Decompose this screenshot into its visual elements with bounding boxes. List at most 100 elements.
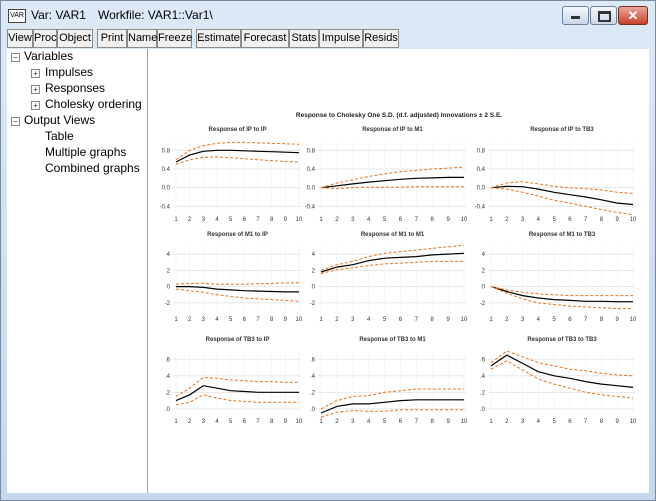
response-line <box>320 399 464 414</box>
y-tick-label: 0.8 <box>307 148 316 154</box>
x-tick-label: 10 <box>630 419 637 425</box>
window-title: Var: VAR1 <box>31 8 86 22</box>
response-line <box>320 176 464 189</box>
x-tick-label: 3 <box>521 419 525 425</box>
x-tick-label: 1 <box>174 317 178 323</box>
y-tick-label: 0.0 <box>307 186 316 192</box>
response-line <box>490 181 634 194</box>
toolbar-button[interactable]: Stats <box>289 29 319 48</box>
y-tick-label: 0 <box>167 285 171 291</box>
response-line <box>490 185 634 206</box>
response-line <box>320 244 465 271</box>
tree-item[interactable]: Table <box>45 129 74 143</box>
x-tick-label: 7 <box>256 419 260 425</box>
title-bar: VAR Var: VAR1 Workfile: VAR1::Var1\ ✕ <box>1 1 655 28</box>
x-tick-label: 8 <box>270 217 274 223</box>
x-tick-label: 5 <box>383 317 387 323</box>
window-icon: VAR <box>8 9 26 23</box>
tree-item[interactable]: Output Views <box>24 113 96 127</box>
y-tick-label: .6 <box>480 357 486 363</box>
x-tick-label: 8 <box>600 317 604 323</box>
expander[interactable]: − <box>11 117 20 126</box>
x-tick-label: 6 <box>568 419 572 425</box>
x-tick-label: 2 <box>188 419 192 425</box>
y-tick-label: 4 <box>312 252 316 258</box>
x-tick-label: 7 <box>584 317 588 323</box>
x-tick-label: 4 <box>215 317 219 323</box>
y-tick-label: .0 <box>310 407 316 413</box>
toolbar-button[interactable]: Print <box>97 29 127 48</box>
x-tick-label: 8 <box>600 217 604 223</box>
y-tick-label: 4 <box>167 252 171 258</box>
toolbar-button[interactable]: Proc <box>33 29 57 48</box>
y-tick-label: 4 <box>482 252 486 258</box>
x-tick-label: 9 <box>616 317 620 323</box>
tree-item[interactable]: Responses <box>45 81 106 95</box>
tree-item[interactable]: Multiple graphs <box>45 145 127 159</box>
y-tick-label: 0.8 <box>477 148 486 154</box>
toolbar-button[interactable]: Object <box>57 29 93 48</box>
expander[interactable]: + <box>31 69 40 78</box>
response-line <box>490 286 633 303</box>
x-tick-label: 5 <box>383 419 387 425</box>
toolbar-button[interactable]: Forecast <box>241 29 289 48</box>
x-tick-label: 6 <box>243 217 247 223</box>
x-tick-label: 6 <box>399 217 403 223</box>
y-tick-label: .4 <box>310 374 316 380</box>
response-line <box>320 166 465 189</box>
expander[interactable]: + <box>31 101 40 110</box>
response-line <box>175 376 299 397</box>
toolbar-button[interactable]: Impulse <box>319 29 363 48</box>
chart-area: Response to Cholesky One S.D. (d.f. adju… <box>148 49 649 493</box>
response-line <box>175 282 300 285</box>
x-tick-label: 6 <box>568 217 572 223</box>
y-tick-label: 0 <box>482 285 486 291</box>
tree-item[interactable]: Impulses <box>45 65 94 79</box>
toolbar-button[interactable]: Name <box>127 29 157 48</box>
response-line <box>490 286 633 310</box>
response-line <box>490 187 634 216</box>
expander[interactable]: − <box>11 53 20 62</box>
y-tick-label: .2 <box>165 390 171 396</box>
x-tick-label: 4 <box>537 317 541 323</box>
tree-item[interactable]: Variables <box>24 49 74 63</box>
toolbar-button[interactable]: Resids <box>363 29 399 48</box>
response-line <box>320 252 465 273</box>
y-tick-label: 0.4 <box>477 167 486 173</box>
toolbar-button[interactable]: Freeze <box>157 29 192 48</box>
panel-title: Response of M1 to M1 <box>361 232 425 238</box>
x-tick-label: 5 <box>229 419 233 425</box>
x-tick-label: 9 <box>616 419 620 425</box>
x-tick-label: 1 <box>174 419 178 425</box>
tree-panel: − Variables + Impulses + Responses + Cholesky o… <box>7 49 148 493</box>
tree-item[interactable]: Cholesky ordering <box>45 97 142 111</box>
x-tick-label: 5 <box>552 217 556 223</box>
tree-item[interactable]: Combined graphs <box>45 161 140 175</box>
toolbar-button[interactable]: View <box>7 29 33 48</box>
y-tick-label: .2 <box>480 390 486 396</box>
toolbar-button[interactable]: Estimate <box>196 29 241 48</box>
workfile-title: Workfile: VAR1::Var1\ <box>98 8 213 22</box>
x-tick-label: 5 <box>229 317 233 323</box>
x-tick-label: 3 <box>202 419 206 425</box>
maximize-button[interactable] <box>590 6 617 25</box>
x-tick-label: 7 <box>415 217 419 223</box>
x-tick-label: 1 <box>174 217 178 223</box>
x-tick-label: 5 <box>229 217 233 223</box>
expander[interactable]: + <box>31 85 40 94</box>
response-line <box>175 288 300 302</box>
x-tick-label: 7 <box>584 419 588 425</box>
response-line <box>320 260 464 275</box>
response-line <box>320 409 464 418</box>
y-tick-label: -2 <box>480 301 486 307</box>
x-tick-label: 9 <box>284 317 288 323</box>
response-line <box>175 394 299 406</box>
x-tick-label: 6 <box>243 419 247 425</box>
x-tick-label: 1 <box>319 419 323 425</box>
x-tick-label: 5 <box>383 217 387 223</box>
close-button[interactable]: ✕ <box>618 6 648 25</box>
y-tick-label: .4 <box>165 374 171 380</box>
x-tick-label: 4 <box>367 217 371 223</box>
x-tick-label: 2 <box>505 317 509 323</box>
minimize-button[interactable] <box>562 6 589 25</box>
